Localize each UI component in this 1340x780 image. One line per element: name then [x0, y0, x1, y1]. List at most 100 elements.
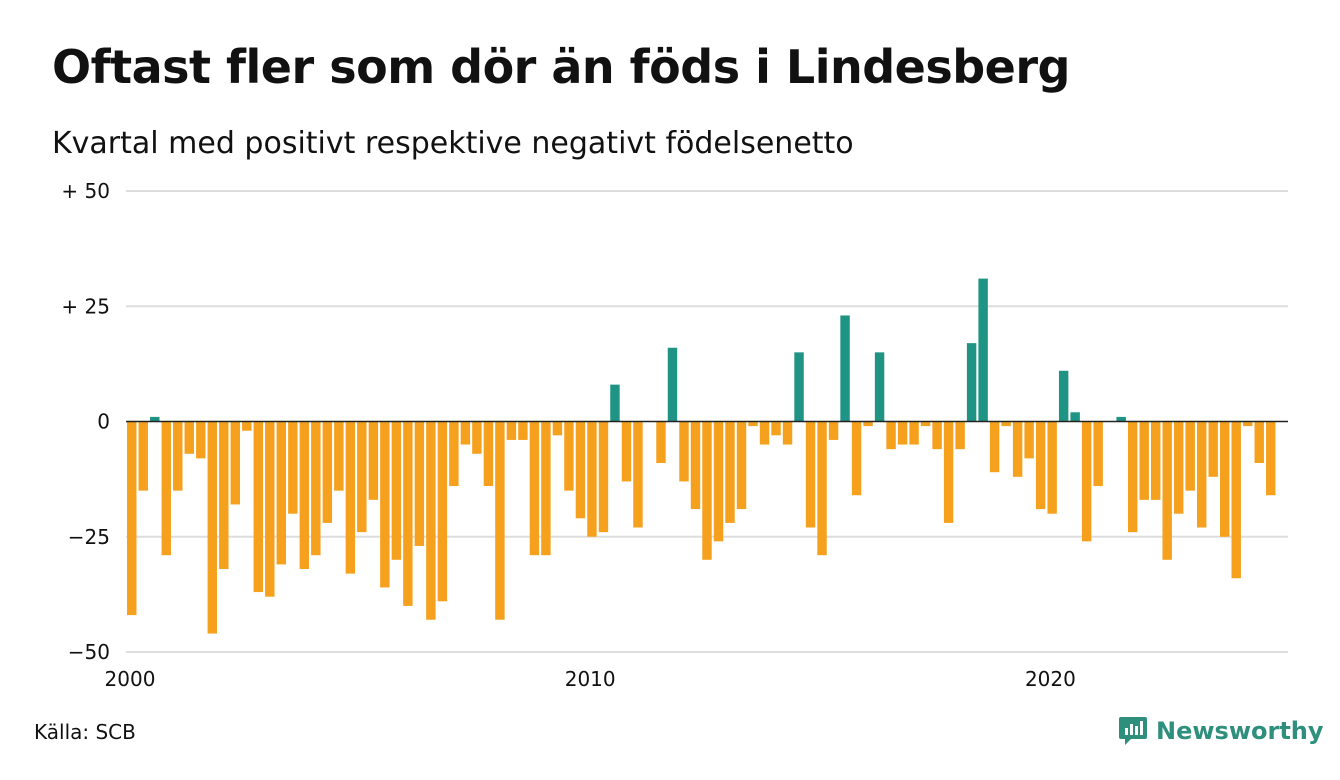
bar-negative	[633, 421, 643, 528]
bar-negative	[242, 421, 252, 431]
bar-negative	[886, 421, 896, 450]
bar-negative	[460, 421, 471, 445]
bar-positive	[1058, 370, 1069, 422]
bar-negative	[782, 421, 793, 445]
bar-negative	[391, 421, 402, 560]
bar-negative	[311, 421, 321, 556]
bar-negative	[575, 421, 586, 519]
bar-negative	[380, 421, 390, 588]
bar-negative	[138, 421, 148, 491]
bar-negative	[230, 421, 241, 505]
chart-title: Oftast fler som dör än föds i Lindesberg	[52, 40, 1070, 94]
bar-negative	[483, 421, 494, 487]
bar-negative	[748, 421, 758, 427]
bar-negative	[1254, 421, 1264, 463]
brand-logo: Newsworthy	[1118, 714, 1324, 748]
bar-negative	[713, 421, 724, 542]
bar-negative	[1208, 421, 1218, 477]
x-axis-labels: 2000 2010 2020	[105, 667, 1076, 691]
source-note: Källa: SCB	[34, 720, 136, 744]
bar-negative	[955, 421, 965, 450]
bar-positive	[874, 352, 885, 422]
bar-negative	[288, 421, 298, 514]
brand-name: Newsworthy	[1156, 717, 1324, 745]
bar-negative	[725, 421, 735, 523]
bar-negative	[863, 421, 873, 427]
y-tick-label: 0	[97, 410, 110, 434]
bar-negative	[437, 421, 448, 602]
bar-negative	[1012, 421, 1023, 477]
bar-negative	[1231, 421, 1241, 579]
bar-negative	[920, 421, 931, 427]
bar-negative	[1035, 421, 1046, 510]
bar-negative	[529, 421, 540, 556]
bar-negative	[564, 421, 574, 491]
bar-negative	[276, 421, 287, 565]
bar-negative	[679, 421, 689, 482]
bar-negative	[1197, 421, 1207, 528]
bar-negative	[897, 421, 908, 445]
bar-positive	[1116, 416, 1126, 422]
bar-negative	[1139, 421, 1149, 500]
x-tick-label: 2010	[565, 667, 616, 691]
bar-positive	[794, 352, 804, 422]
bar-negative	[506, 421, 517, 440]
bar-negative	[472, 421, 482, 454]
y-tick-label: −50	[68, 640, 110, 664]
bar-negative	[1220, 421, 1230, 537]
y-axis-labels: + 50 + 25 0 −25 −50	[61, 179, 110, 664]
bar-negative	[1162, 421, 1172, 560]
bar-negative	[1266, 421, 1276, 496]
bar-negative	[1001, 421, 1011, 427]
y-tick-label: −25	[68, 525, 110, 549]
bar-negative	[184, 421, 194, 454]
bar-negative	[403, 421, 413, 606]
bar-negative	[207, 421, 217, 634]
bar-negative	[322, 421, 333, 523]
bar-negative	[1047, 421, 1057, 514]
bar-positive	[1070, 412, 1080, 422]
x-tick-label: 2000	[105, 667, 156, 691]
bar-negative	[265, 421, 275, 597]
bar-negative	[587, 421, 597, 537]
bar-negative	[909, 421, 919, 445]
bar-negative	[736, 421, 747, 510]
bar-negative	[196, 421, 206, 459]
bar-negative	[1093, 421, 1103, 487]
bar-negative	[334, 421, 344, 491]
bar-negative	[1127, 421, 1138, 533]
bar-negative	[345, 421, 356, 574]
bar-positive	[840, 315, 850, 422]
bar-positive	[150, 416, 160, 422]
bar-negative	[817, 421, 827, 556]
bar-negative	[932, 421, 942, 450]
bar-negative	[1185, 421, 1195, 491]
bar-negative	[414, 421, 425, 546]
bar-negative	[173, 421, 183, 491]
bar-negative	[759, 421, 770, 445]
bar-negative	[1150, 421, 1161, 500]
bar-positive	[978, 278, 988, 422]
newsworthy-logo-icon	[1119, 717, 1147, 745]
bar-negative	[253, 421, 264, 593]
bar-negative	[552, 421, 563, 436]
bar-negative	[1243, 421, 1253, 427]
bar-negative	[368, 421, 379, 500]
bar-negative	[851, 421, 862, 496]
y-tick-label: + 50	[61, 179, 110, 203]
bar-negative	[357, 421, 367, 533]
bar-negative	[1081, 421, 1092, 542]
bar-negative	[449, 421, 459, 487]
bar-positive	[610, 384, 620, 422]
bar-negative	[299, 421, 310, 570]
bars	[127, 278, 1276, 634]
bar-negative	[541, 421, 551, 556]
x-tick-label: 2020	[1025, 667, 1076, 691]
bar-negative	[518, 421, 528, 440]
bar-negative	[219, 421, 229, 570]
bar-negative	[702, 421, 712, 560]
bar-negative	[771, 421, 781, 436]
y-tick-label: + 25	[61, 294, 110, 318]
bar-negative	[656, 421, 666, 463]
